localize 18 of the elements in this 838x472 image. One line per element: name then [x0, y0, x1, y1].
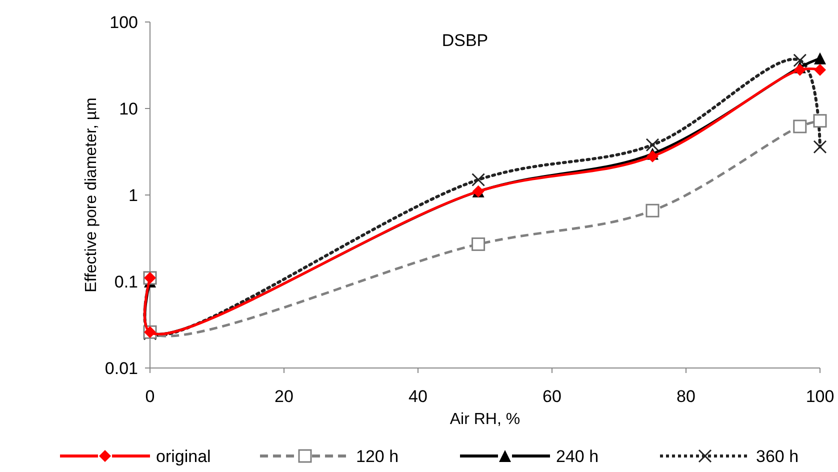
y-tick-label: 100 [110, 12, 138, 32]
y-tick-label: 1 [128, 186, 138, 205]
legend-label: 360 h [756, 446, 799, 466]
y-tick-label: 10 [119, 99, 138, 118]
y-axis-title: Effective pore diameter, µm [83, 98, 100, 292]
x-tick-label: 40 [408, 387, 428, 406]
legend-label: 240 h [556, 446, 599, 466]
x-tick-label: 0 [145, 387, 155, 406]
text: DSBP [442, 31, 488, 50]
legend-label: original [156, 446, 211, 466]
x-tick-label: 20 [274, 387, 294, 406]
legend-label: 120 h [356, 446, 399, 466]
x-tick-label: 80 [676, 387, 696, 406]
x-tick-label: 60 [542, 387, 562, 406]
y-tick-label: 0.01 [104, 358, 138, 378]
x-tick-label: 100 [806, 387, 834, 406]
y-tick-label: 0.1 [114, 272, 138, 292]
x-axis-title: Air RH, % [450, 411, 520, 428]
